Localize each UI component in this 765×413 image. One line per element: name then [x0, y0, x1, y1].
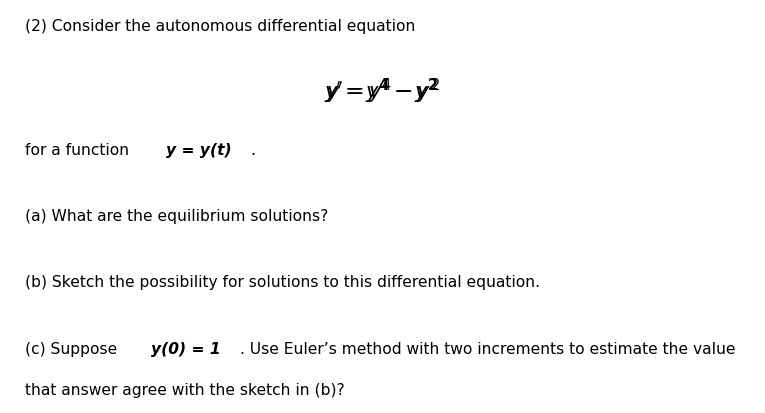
Text: (b) Sketch the possibility for solutions to this differential equation.: (b) Sketch the possibility for solutions… — [25, 275, 540, 290]
Text: that answer agree with the sketch in (b)?: that answer agree with the sketch in (b)… — [25, 382, 345, 397]
Text: $\bf\it{y}' = \bf\it{y}^4 - \bf\it{y}^2$: $\bf\it{y}' = \bf\it{y}^4 - \bf\it{y}^2$ — [324, 76, 441, 106]
Text: (c) Suppose: (c) Suppose — [25, 341, 122, 356]
Text: .: . — [251, 142, 256, 157]
Text: for a function: for a function — [25, 142, 134, 157]
Text: $\mathbf{\mathit{y\!'}} = \mathbf{\mathit{y}}^{\mathbf{4}} - \mathbf{\mathit{y}}: $\mathbf{\mathit{y\!'}} = \mathbf{\mathi… — [327, 76, 438, 106]
Text: y(0) = 1: y(0) = 1 — [151, 341, 220, 356]
Text: (a) What are the equilibrium solutions?: (a) What are the equilibrium solutions? — [25, 209, 329, 223]
Text: . Use Euler’s method with two increments to estimate the value: . Use Euler’s method with two increments… — [240, 341, 741, 356]
Text: y = y(t): y = y(t) — [166, 142, 232, 157]
Text: (2) Consider the autonomous differential equation: (2) Consider the autonomous differential… — [25, 19, 415, 33]
